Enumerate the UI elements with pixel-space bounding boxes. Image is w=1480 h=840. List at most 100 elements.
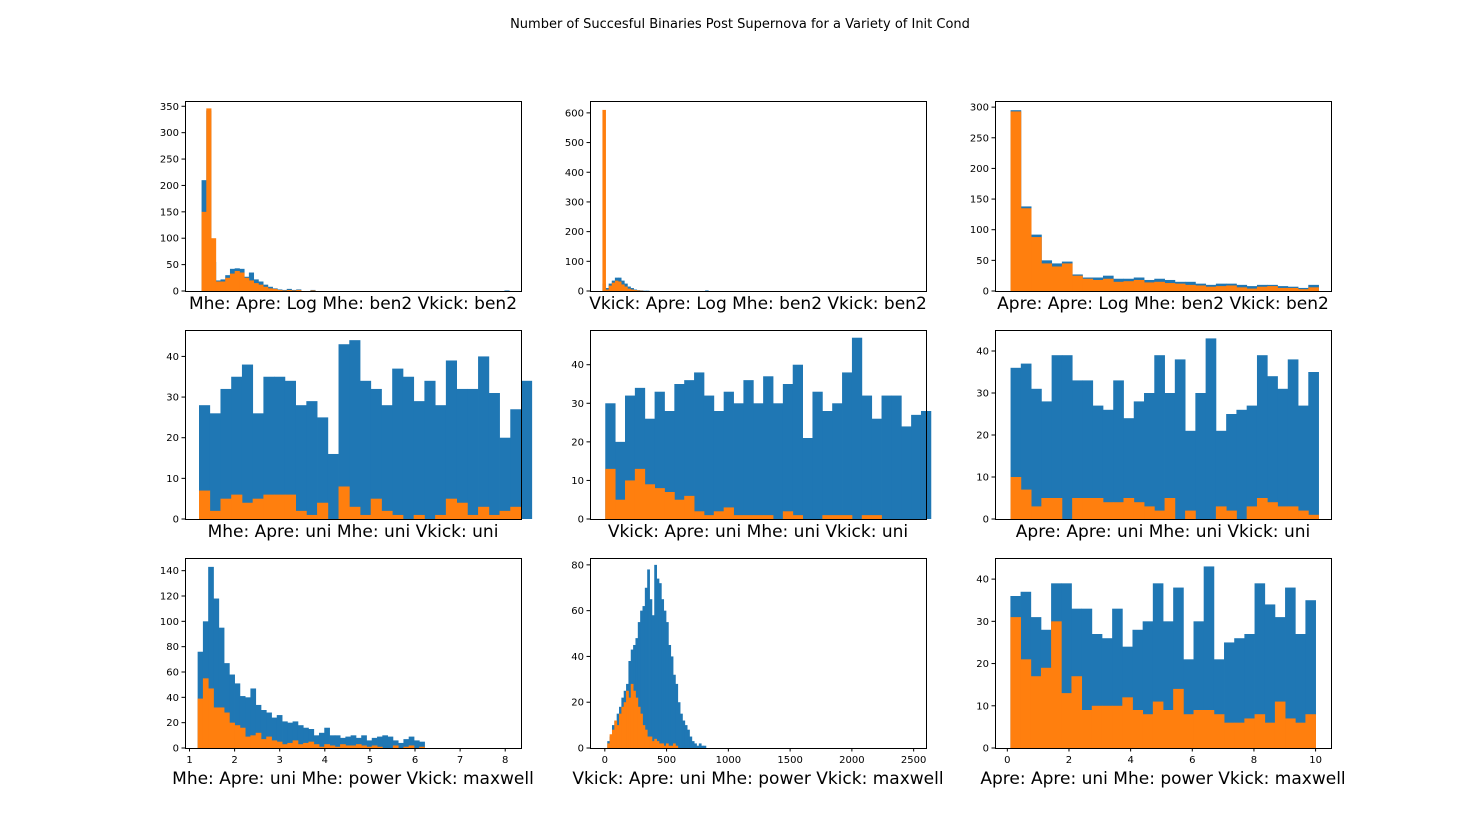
histogram-bar	[324, 744, 330, 748]
histogram-bar	[1256, 498, 1268, 519]
series-successful	[1010, 477, 1319, 519]
histogram-bar	[680, 713, 683, 748]
histogram-bar	[1072, 380, 1083, 519]
histogram-bar	[703, 395, 715, 519]
histogram-bar	[241, 364, 254, 519]
histogram-bar	[674, 384, 685, 519]
histogram-bar	[605, 403, 616, 519]
histogram-bar	[1174, 359, 1186, 519]
histogram-bar	[377, 746, 383, 748]
histogram-bar	[911, 414, 922, 519]
axes-frame	[185, 330, 522, 520]
y-tick-label: 60	[571, 606, 584, 617]
y-tick-label: 350	[160, 102, 179, 113]
histogram-bar	[618, 281, 622, 291]
histogram-bar	[1112, 608, 1123, 748]
histogram-bar	[370, 388, 382, 519]
histogram-bar	[208, 566, 214, 748]
histogram-bar	[1144, 393, 1155, 519]
histogram-bar	[773, 403, 784, 519]
y-tick-label: 40	[976, 575, 989, 586]
histogram-bar	[1020, 489, 1032, 519]
histogram-bar	[435, 405, 447, 519]
y-tick-label: 20	[166, 718, 179, 729]
histogram-bar	[1152, 583, 1164, 748]
histogram-bar	[636, 290, 641, 291]
histogram-bar	[661, 599, 665, 748]
histogram-bar	[398, 742, 404, 748]
histogram-bar	[753, 515, 764, 519]
histogram-bar	[658, 583, 662, 748]
histogram-bar	[1226, 414, 1237, 519]
histogram-bar	[1041, 401, 1053, 519]
x-axis-label: Vkick: Apre: uni Mhe: power Vkick: maxwe…	[572, 769, 943, 789]
histogram-bar	[608, 285, 613, 291]
histogram-bar	[1113, 281, 1124, 291]
x-tick-label: 6	[1189, 755, 1195, 766]
histogram-bar	[413, 740, 420, 748]
histogram-bar	[488, 393, 500, 519]
histogram-bar	[220, 388, 232, 519]
y-tick-label: 100	[565, 257, 584, 268]
histogram-bar	[1264, 604, 1276, 748]
histogram-bar	[402, 376, 415, 519]
series-successful	[607, 683, 679, 748]
histogram-bar	[229, 273, 236, 291]
histogram-bar	[1010, 617, 1021, 748]
x-axis-label: Vkick: Apre: uni Mhe: uni Vkick: uni	[608, 522, 908, 542]
histogram-bar	[1061, 583, 1072, 748]
histogram-bar	[1285, 587, 1296, 748]
series-successful	[605, 468, 882, 519]
histogram-bar	[1267, 502, 1278, 519]
histogram-bar	[1082, 498, 1094, 519]
histogram-bar	[297, 744, 304, 748]
histogram-bar	[649, 599, 653, 748]
histogram-bar	[381, 405, 393, 519]
histogram-bar	[338, 344, 350, 519]
histogram-bar	[308, 729, 315, 748]
histogram-bar	[1163, 621, 1174, 748]
histogram-bar	[272, 288, 278, 291]
histogram-bar	[684, 380, 695, 519]
histogram-bar	[1246, 288, 1258, 291]
histogram-bar	[1142, 714, 1154, 748]
histogram-bar	[664, 492, 675, 519]
histogram-bar	[1101, 638, 1113, 748]
histogram-bar	[1123, 418, 1135, 519]
histogram-bar	[1224, 722, 1235, 748]
y-tick-label: 200	[160, 181, 179, 192]
histogram-bar	[1142, 621, 1154, 748]
axes-frame	[590, 330, 927, 520]
x-tick-label: 1	[186, 755, 192, 766]
histogram-bar	[842, 515, 853, 519]
histogram-bar	[1295, 722, 1306, 748]
series-successful	[199, 486, 522, 519]
y-tick-label: 250	[970, 133, 989, 144]
histogram-bar	[225, 277, 231, 291]
histogram-bar	[684, 495, 695, 519]
histogram-bar	[635, 697, 639, 748]
x-tick-label: 4	[322, 755, 328, 766]
histogram-bar	[1102, 502, 1114, 519]
y-tick-label: 50	[976, 256, 989, 267]
histogram-bar	[266, 736, 272, 748]
histogram-bar	[258, 284, 264, 291]
histogram-bar	[250, 688, 257, 748]
x-tick-label: 2500	[901, 755, 926, 766]
histogram-bar	[1285, 718, 1296, 748]
histogram-bar	[1092, 498, 1104, 519]
histogram-bar	[403, 746, 410, 748]
histogram-bar	[263, 286, 269, 291]
histogram-bar	[614, 280, 619, 291]
histogram-bar	[220, 498, 232, 519]
histogram-bar	[317, 417, 329, 519]
histogram-bar	[295, 405, 307, 519]
x-tick-label: 0	[602, 755, 608, 766]
histogram-bar	[621, 706, 625, 748]
histogram-bar	[832, 403, 843, 519]
y-tick-label: 600	[565, 108, 584, 119]
histogram-bar	[1041, 498, 1053, 519]
histogram-bar	[1213, 714, 1225, 748]
histogram-bar	[274, 376, 286, 519]
